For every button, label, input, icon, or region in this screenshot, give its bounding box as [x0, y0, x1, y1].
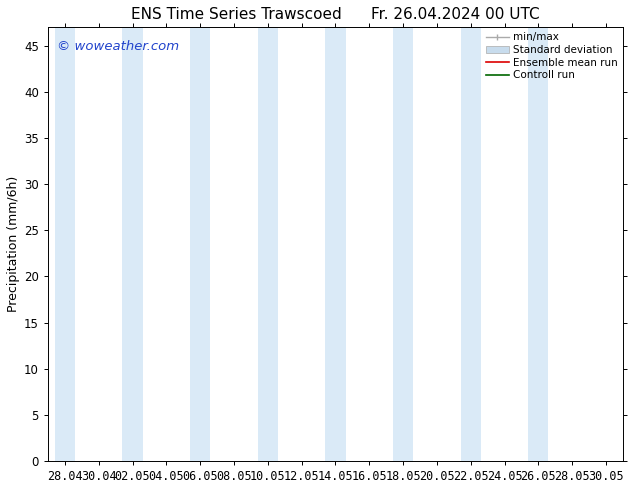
Bar — [55, 27, 75, 461]
Bar — [122, 27, 143, 461]
Bar — [528, 27, 548, 461]
Bar — [257, 27, 278, 461]
Bar — [393, 27, 413, 461]
Text: © woweather.com: © woweather.com — [56, 40, 179, 53]
Bar — [190, 27, 210, 461]
Title: ENS Time Series Trawscoed      Fr. 26.04.2024 00 UTC: ENS Time Series Trawscoed Fr. 26.04.2024… — [131, 7, 540, 22]
Legend: min/max, Standard deviation, Ensemble mean run, Controll run: min/max, Standard deviation, Ensemble me… — [486, 32, 618, 80]
Bar — [325, 27, 346, 461]
Bar — [460, 27, 481, 461]
Y-axis label: Precipitation (mm/6h): Precipitation (mm/6h) — [7, 176, 20, 312]
